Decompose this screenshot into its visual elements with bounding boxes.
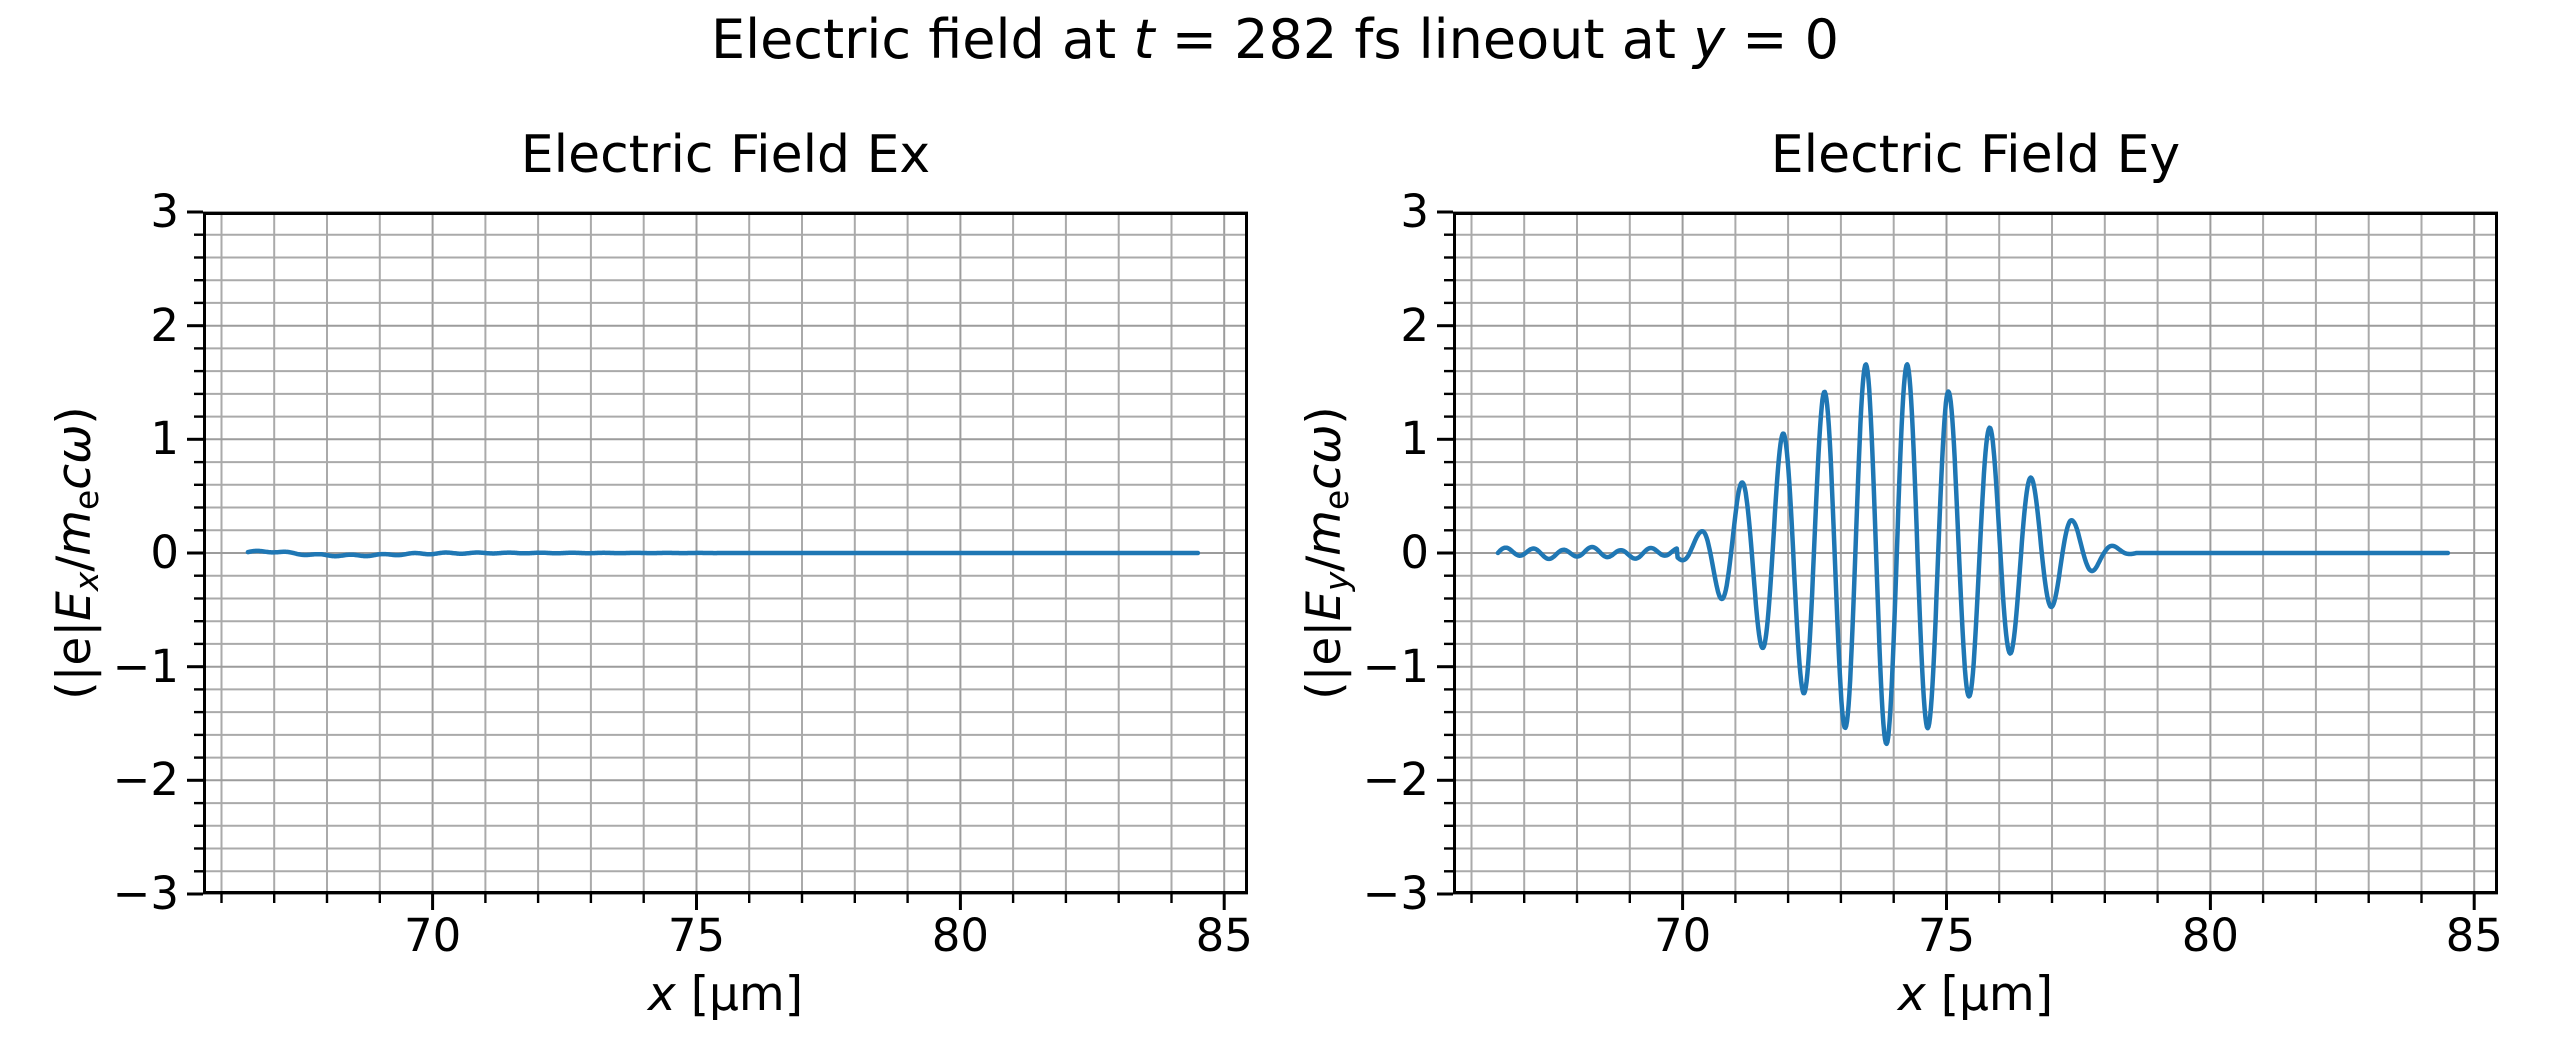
x-tick-label: 70: [403, 909, 462, 962]
label-fragment: t: [1133, 8, 1155, 71]
subplot-title-ex: Electric Field Ex: [520, 125, 931, 185]
x-axis-label-ey: x [µm]: [1453, 968, 2498, 1022]
data-line-ey: [1495, 362, 2451, 747]
y-tick-label: −3: [1362, 867, 1429, 920]
y-tick-label: −1: [112, 639, 179, 693]
figure-title: Electric field at t = 282 fs lineout at …: [0, 10, 2550, 70]
x-tick-label: 70: [1653, 909, 1712, 962]
y-tick-label: 1: [1400, 412, 1429, 466]
x-tick-label: 80: [931, 909, 989, 962]
label-fragment: [µm]: [675, 967, 804, 1022]
y-tick-label: −1: [1362, 639, 1429, 693]
y-tick-label: 3: [1400, 185, 1429, 238]
y-tick-label: 1: [150, 412, 179, 466]
x-tick-label: 85: [2445, 909, 2503, 962]
x-tick-label: 75: [1917, 909, 1976, 962]
label-fragment: [µm]: [1925, 967, 2054, 1022]
plot-area-ey: [1437, 210, 2498, 910]
y-tick-label: 0: [1400, 526, 1429, 579]
plot-area-ex: [187, 210, 1248, 910]
x-tick-label: 80: [2181, 909, 2239, 962]
x-axis-label-ex: x [µm]: [203, 968, 1248, 1022]
y-tick-label: 3: [150, 185, 179, 238]
y-tick-label: −2: [112, 753, 179, 807]
data-line-ex: [245, 548, 1201, 559]
x-tick-label: 75: [667, 909, 726, 962]
label-fragment: x: [647, 967, 676, 1022]
label-fragment: x: [1897, 967, 1926, 1022]
y-tick-label: 2: [1400, 298, 1429, 352]
y-tick-label: 2: [150, 298, 179, 352]
label-fragment: y: [1693, 8, 1726, 71]
axes-spines: [1453, 212, 2498, 894]
y-tick-label: −3: [112, 867, 179, 920]
plot-svg-ex: [187, 210, 1248, 910]
plot-svg-ey: [1437, 210, 2498, 910]
label-fragment: = 0: [1725, 8, 1840, 71]
label-fragment: Electric field at: [710, 8, 1134, 71]
subplot-title-ey: Electric Field Ey: [1770, 125, 2181, 185]
y-tick-label: 0: [150, 526, 179, 579]
x-tick-label: 85: [1195, 909, 1253, 962]
axes-spines: [203, 212, 1248, 894]
label-fragment: = 282 fs lineout at: [1154, 8, 1694, 71]
y-tick-label: −2: [1362, 753, 1429, 807]
